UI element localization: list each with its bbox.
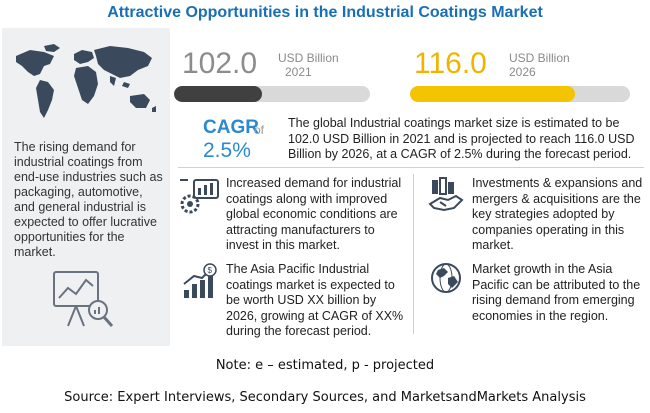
market-2021-unit: USD Billion bbox=[278, 51, 339, 65]
market-2026-value: 116.0 bbox=[414, 47, 487, 80]
source-line: Source: Expert Interviews, Secondary Sou… bbox=[64, 390, 586, 405]
card-text-asia-pacific-value: The Asia Pacific Industrial coatings mar… bbox=[226, 262, 404, 338]
left-panel: The rising demand for industrial coating… bbox=[2, 28, 170, 346]
market-summary: The global Industrial coatings market si… bbox=[288, 116, 635, 161]
growth-chart-dollar-icon: $ bbox=[183, 263, 217, 298]
investment-handshake-icon bbox=[428, 177, 464, 212]
infographic: The rising demand for industrial coating… bbox=[2, 28, 648, 346]
machinery-gear-icon bbox=[180, 179, 219, 214]
globe-icon bbox=[431, 263, 461, 293]
market-2026-bar-fill bbox=[410, 86, 575, 102]
cards-divider bbox=[413, 174, 414, 334]
market-2026-unit: USD Billion bbox=[509, 51, 570, 65]
section-divider bbox=[178, 167, 644, 168]
market-2021-year: 2021 bbox=[285, 65, 312, 79]
market-2021-bar-fill bbox=[174, 86, 263, 102]
card-text-demand: Increased demand for industrial coatings… bbox=[226, 176, 402, 252]
market-2026-bar bbox=[410, 86, 630, 102]
market-2021-value: 102.0 bbox=[182, 47, 258, 80]
svg-text:$: $ bbox=[208, 266, 213, 275]
world-map-icon bbox=[16, 44, 156, 118]
left-panel-text: The rising demand for industrial coating… bbox=[14, 140, 163, 259]
chart-magnifier-icon bbox=[53, 271, 114, 327]
cagr-label: CAGR bbox=[203, 117, 259, 138]
card-text-strategies: Investments & expansions and mergers & a… bbox=[472, 176, 643, 252]
page-title: Attractive Opportunities in the Industri… bbox=[107, 4, 543, 21]
card-text-asia-pacific-growth: Market growth in the Asia Pacific can be… bbox=[472, 262, 641, 323]
cagr-value: 2.5% bbox=[203, 139, 251, 162]
market-2021-bar bbox=[174, 86, 370, 102]
cagr-of: of bbox=[254, 123, 265, 137]
footnote: Note: e – estimated, p - projected bbox=[215, 358, 435, 373]
market-2026-year: 2026 bbox=[509, 65, 536, 79]
